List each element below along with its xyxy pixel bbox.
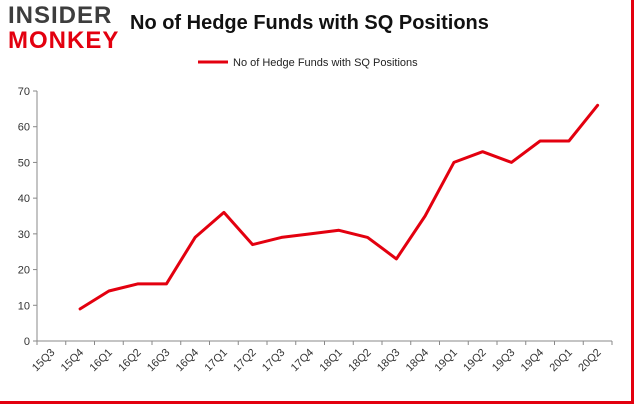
legend-label: No of Hedge Funds with SQ Positions [233,57,418,69]
x-tick-label: 17Q3 [260,347,288,375]
x-tick-label: 18Q4 [404,347,432,375]
x-tick-label: 15Q4 [59,347,87,375]
x-tick-label: 20Q1 [547,347,575,375]
y-tick-label: 50 [18,157,30,169]
x-tick-label: 17Q2 [231,347,259,375]
series-lines [78,103,600,311]
chart-title: No of Hedge Funds with SQ Positions [130,12,489,34]
y-tick-label: 40 [18,193,30,205]
x-tick-label: 16Q2 [116,347,144,375]
logo-line-2: MONKEY [8,27,120,54]
y-tick-label: 0 [24,336,30,348]
y-tick-label: 70 [18,86,30,98]
x-tick-label: 15Q3 [30,347,58,375]
x-tick-label: 19Q2 [461,347,489,375]
y-tick-label: 30 [18,229,30,241]
x-tick-label: 17Q4 [289,347,317,375]
x-tick-label: 18Q3 [375,347,403,375]
legend: No of Hedge Funds with SQ Positions [198,57,418,69]
x-tick-label: 18Q2 [346,347,374,375]
x-tick-label: 17Q1 [202,347,230,375]
y-tick-labels: 0 10 20 30 40 50 60 70 [18,86,30,348]
logo-line-1: INSIDER [8,2,113,29]
x-tick-label: 19Q4 [519,347,547,375]
y-tick-label: 20 [18,265,30,277]
series-line [78,103,600,311]
x-tick-label: 20Q2 [576,347,604,375]
insider-monkey-logo: INSIDER MONKEY [8,4,119,53]
x-tick-label: 19Q1 [432,347,460,375]
x-tick-label: 16Q1 [87,347,115,375]
x-tick-label: 16Q3 [145,347,173,375]
x-tick-label: 16Q4 [174,347,202,375]
x-tick-label: 19Q3 [490,347,518,375]
x-tick-labels: 15Q3 15Q4 16Q1 16Q2 16Q3 16Q4 17Q1 17Q2 17Q3 17Q4… [30,347,604,375]
x-tick-label: 18Q1 [317,347,345,375]
y-tick-label: 10 [18,300,30,312]
y-tick-label: 60 [18,122,30,134]
axes [33,90,613,345]
